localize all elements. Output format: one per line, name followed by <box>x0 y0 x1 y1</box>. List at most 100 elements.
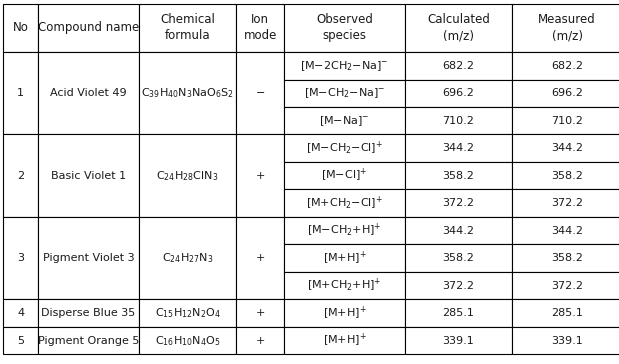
Text: 344.2: 344.2 <box>443 226 474 236</box>
Bar <box>139 217 236 299</box>
Text: 344.2: 344.2 <box>551 226 583 236</box>
Text: Observed
species: Observed species <box>316 13 373 42</box>
Bar <box>284 244 405 272</box>
Bar <box>512 52 619 79</box>
Text: 4: 4 <box>17 308 24 318</box>
Text: 696.2: 696.2 <box>443 88 474 98</box>
Bar <box>3 52 38 134</box>
Text: 1: 1 <box>17 88 24 98</box>
Bar <box>284 134 405 162</box>
Text: [M−Cl]$^{+}$: [M−Cl]$^{+}$ <box>321 167 368 184</box>
Bar <box>405 272 512 299</box>
Text: −: − <box>256 88 265 98</box>
Bar <box>512 4 619 52</box>
Bar <box>405 244 512 272</box>
Text: [M−CH$_2$−Cl]$^{+}$: [M−CH$_2$−Cl]$^{+}$ <box>306 140 383 157</box>
Bar <box>512 217 619 244</box>
Text: 358.2: 358.2 <box>443 253 474 263</box>
Bar <box>38 52 139 134</box>
Text: 2: 2 <box>17 171 24 181</box>
Text: 285.1: 285.1 <box>443 308 474 318</box>
Bar <box>405 107 512 135</box>
Text: [M+H]$^{+}$: [M+H]$^{+}$ <box>322 305 366 322</box>
Text: Basic Violet 1: Basic Violet 1 <box>51 171 126 181</box>
Bar <box>236 217 284 299</box>
Bar <box>3 327 38 354</box>
Text: C$_{24}$H$_{27}$N$_3$: C$_{24}$H$_{27}$N$_3$ <box>162 251 214 265</box>
Bar <box>405 52 512 79</box>
Text: 344.2: 344.2 <box>443 143 474 153</box>
Text: [M−CH$_2$+H]$^{+}$: [M−CH$_2$+H]$^{+}$ <box>307 222 382 239</box>
Text: Calculated
(m/z): Calculated (m/z) <box>427 13 490 42</box>
Bar <box>3 4 38 52</box>
Text: 372.2: 372.2 <box>551 198 583 208</box>
Bar <box>512 162 619 189</box>
Text: Ion
mode: Ion mode <box>244 13 277 42</box>
Text: [M−CH$_2$−Na]$^{-}$: [M−CH$_2$−Na]$^{-}$ <box>304 86 385 100</box>
Text: C$_{15}$H$_{12}$N$_2$O$_4$: C$_{15}$H$_{12}$N$_2$O$_4$ <box>155 306 220 320</box>
Text: [M+CH$_2$−Cl]$^{+}$: [M+CH$_2$−Cl]$^{+}$ <box>306 195 383 212</box>
Bar <box>38 299 139 327</box>
Bar <box>405 299 512 327</box>
Text: +: + <box>256 171 265 181</box>
Bar <box>512 327 619 354</box>
Bar <box>38 4 139 52</box>
Text: 710.2: 710.2 <box>551 116 583 126</box>
Text: +: + <box>256 308 265 318</box>
Bar <box>284 327 405 354</box>
Bar <box>236 52 284 134</box>
Text: 339.1: 339.1 <box>551 336 583 345</box>
Text: 3: 3 <box>17 253 24 263</box>
Bar <box>284 189 405 217</box>
Text: 5: 5 <box>17 336 24 345</box>
Bar <box>512 272 619 299</box>
Bar <box>405 162 512 189</box>
Text: [M+H]$^{+}$: [M+H]$^{+}$ <box>322 250 366 267</box>
Bar <box>139 52 236 134</box>
Bar <box>284 272 405 299</box>
Bar <box>38 327 139 354</box>
Text: 358.2: 358.2 <box>551 253 583 263</box>
Bar <box>3 134 38 217</box>
Text: 372.2: 372.2 <box>443 281 474 290</box>
Bar <box>139 327 236 354</box>
Bar <box>512 244 619 272</box>
Bar <box>405 217 512 244</box>
Bar <box>38 217 139 299</box>
Text: Pigment Orange 5: Pigment Orange 5 <box>38 336 139 345</box>
Text: 372.2: 372.2 <box>551 281 583 290</box>
Bar <box>512 299 619 327</box>
Text: 682.2: 682.2 <box>551 61 583 71</box>
Bar <box>284 79 405 107</box>
Text: C$_{39}$H$_{40}$N$_3$NaO$_6$S$_2$: C$_{39}$H$_{40}$N$_3$NaO$_6$S$_2$ <box>141 86 234 100</box>
Bar <box>512 79 619 107</box>
Bar <box>512 107 619 135</box>
Bar <box>139 299 236 327</box>
Text: Chemical
formula: Chemical formula <box>160 13 215 42</box>
Bar <box>236 299 284 327</box>
Text: 682.2: 682.2 <box>443 61 474 71</box>
Bar <box>405 79 512 107</box>
Bar <box>405 189 512 217</box>
Bar <box>512 134 619 162</box>
Bar <box>284 52 405 79</box>
Text: 339.1: 339.1 <box>443 336 474 345</box>
Text: Compound name: Compound name <box>38 21 139 34</box>
Bar <box>405 327 512 354</box>
Text: Acid Violet 49: Acid Violet 49 <box>50 88 127 98</box>
Text: Pigment Violet 3: Pigment Violet 3 <box>43 253 134 263</box>
Text: +: + <box>256 253 265 263</box>
Text: [M+CH$_2$+H]$^{+}$: [M+CH$_2$+H]$^{+}$ <box>307 277 382 294</box>
Bar <box>284 107 405 135</box>
Text: 372.2: 372.2 <box>443 198 474 208</box>
Bar <box>284 217 405 244</box>
Bar <box>405 4 512 52</box>
Bar <box>236 327 284 354</box>
Text: [M−2CH$_2$−Na]$^{-}$: [M−2CH$_2$−Na]$^{-}$ <box>300 59 389 73</box>
Text: C$_{24}$H$_{28}$ClN$_3$: C$_{24}$H$_{28}$ClN$_3$ <box>157 169 219 183</box>
Bar <box>512 189 619 217</box>
Text: [M+H]$^{+}$: [M+H]$^{+}$ <box>322 332 366 349</box>
Bar <box>38 134 139 217</box>
Text: Disperse Blue 35: Disperse Blue 35 <box>41 308 136 318</box>
Bar <box>405 134 512 162</box>
